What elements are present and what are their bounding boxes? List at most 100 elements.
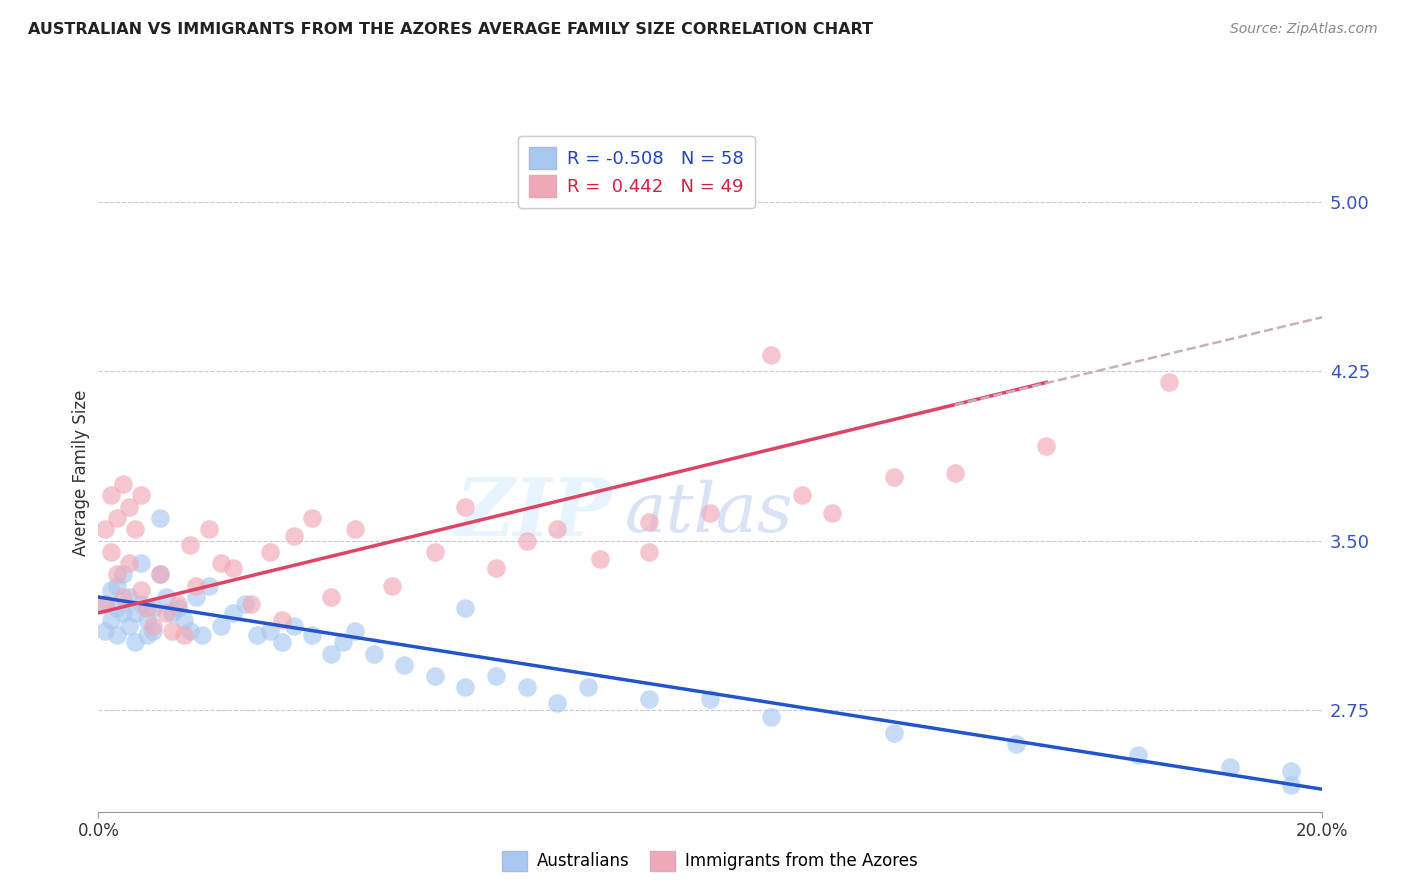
Point xyxy=(821,507,844,521)
Point xyxy=(454,601,477,615)
Point xyxy=(637,545,661,559)
Point xyxy=(186,579,208,593)
Point xyxy=(344,624,367,638)
Point xyxy=(118,556,141,570)
Point xyxy=(301,511,323,525)
Point xyxy=(270,635,292,649)
Point xyxy=(155,590,177,604)
Point xyxy=(100,545,122,559)
Point xyxy=(105,511,128,525)
Point xyxy=(167,597,190,611)
Y-axis label: Average Family Size: Average Family Size xyxy=(72,390,90,556)
Point xyxy=(637,691,661,706)
Point xyxy=(173,628,195,642)
Point xyxy=(111,590,134,604)
Point xyxy=(100,488,122,502)
Point xyxy=(136,601,159,615)
Text: ZIP: ZIP xyxy=(456,475,612,552)
Point xyxy=(105,579,128,593)
Point xyxy=(423,545,446,559)
Point xyxy=(637,516,661,530)
Point xyxy=(222,606,245,620)
Point xyxy=(142,624,165,638)
Point xyxy=(259,545,281,559)
Point xyxy=(344,522,367,536)
Point xyxy=(485,560,508,574)
Point xyxy=(246,628,269,642)
Point xyxy=(197,522,219,536)
Point xyxy=(319,647,342,661)
Point xyxy=(1004,737,1026,751)
Point xyxy=(129,556,152,570)
Point xyxy=(167,601,190,615)
Point xyxy=(209,556,232,570)
Point xyxy=(270,613,292,627)
Point xyxy=(93,597,115,611)
Text: Source: ZipAtlas.com: Source: ZipAtlas.com xyxy=(1230,22,1378,37)
Point xyxy=(1128,748,1150,763)
Point xyxy=(363,647,385,661)
Point xyxy=(100,583,122,598)
Point xyxy=(576,681,599,695)
Point xyxy=(118,619,141,633)
Point xyxy=(160,624,183,638)
Point xyxy=(105,567,128,582)
Point xyxy=(301,628,323,642)
Point xyxy=(155,606,177,620)
Point xyxy=(1035,439,1057,453)
Point xyxy=(197,579,219,593)
Point xyxy=(129,488,152,502)
Point xyxy=(1219,759,1241,773)
Point xyxy=(883,725,905,739)
Point xyxy=(516,681,538,695)
Point xyxy=(186,590,208,604)
Point xyxy=(136,613,159,627)
Point xyxy=(1279,764,1302,778)
Point xyxy=(546,696,568,710)
Point xyxy=(759,348,782,362)
Point xyxy=(111,477,134,491)
Point xyxy=(111,567,134,582)
Point xyxy=(136,628,159,642)
Point xyxy=(129,583,152,598)
Point xyxy=(100,613,122,627)
Point xyxy=(699,507,721,521)
Point xyxy=(485,669,508,683)
Point xyxy=(319,590,342,604)
Point xyxy=(423,669,446,683)
Point xyxy=(124,635,146,649)
Point xyxy=(1157,376,1180,390)
Point xyxy=(179,538,201,552)
Point xyxy=(105,601,128,615)
Point xyxy=(93,522,115,536)
Point xyxy=(179,624,201,638)
Point xyxy=(790,488,813,502)
Point xyxy=(160,606,183,620)
Point xyxy=(283,619,305,633)
Point xyxy=(454,500,477,514)
Point xyxy=(883,470,905,484)
Legend: Australians, Immigrants from the Azores: Australians, Immigrants from the Azores xyxy=(494,842,927,880)
Point xyxy=(699,691,721,706)
Point xyxy=(381,579,404,593)
Point xyxy=(118,500,141,514)
Point xyxy=(105,628,128,642)
Point xyxy=(93,597,115,611)
Point xyxy=(124,522,146,536)
Point xyxy=(759,710,782,724)
Point xyxy=(124,606,146,620)
Point xyxy=(111,606,134,620)
Text: AUSTRALIAN VS IMMIGRANTS FROM THE AZORES AVERAGE FAMILY SIZE CORRELATION CHART: AUSTRALIAN VS IMMIGRANTS FROM THE AZORES… xyxy=(28,22,873,37)
Point xyxy=(1279,778,1302,792)
Point xyxy=(149,511,172,525)
Point xyxy=(142,619,165,633)
Point xyxy=(589,551,612,566)
Text: atlas: atlas xyxy=(624,480,793,547)
Point xyxy=(332,635,354,649)
Point xyxy=(191,628,214,642)
Point xyxy=(129,597,152,611)
Point xyxy=(259,624,281,638)
Point xyxy=(142,601,165,615)
Point xyxy=(93,624,115,638)
Point xyxy=(149,567,172,582)
